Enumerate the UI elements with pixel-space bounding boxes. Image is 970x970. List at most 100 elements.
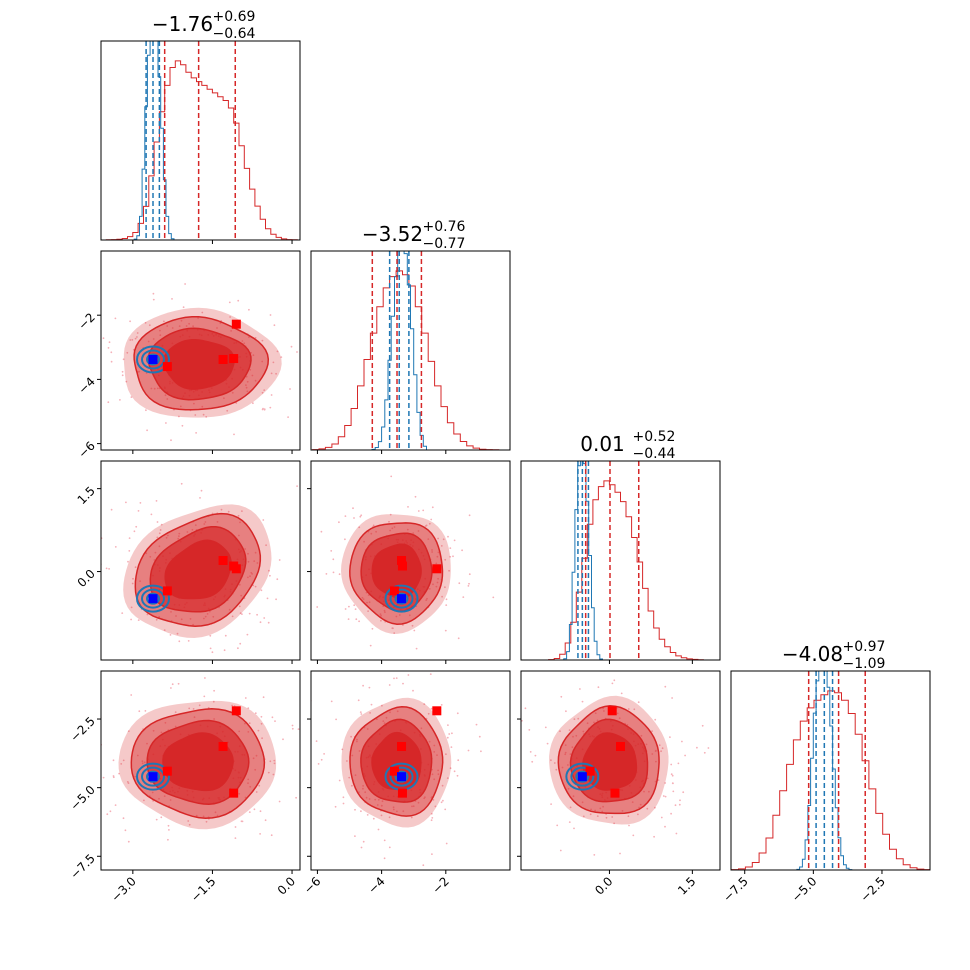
sample-point (135, 525, 138, 528)
sample-point (71, 370, 73, 372)
sample-point (237, 514, 240, 517)
sample-point (254, 379, 257, 382)
y-tick-label: −2.5 (67, 714, 98, 745)
sample-point (364, 791, 367, 794)
title-plus-4: +0.97 (843, 639, 886, 655)
sample-point (211, 651, 214, 654)
sample-point (245, 386, 248, 389)
sample-point (368, 798, 371, 800)
sample-point (259, 810, 262, 813)
sample-point (586, 722, 589, 725)
sample-point (252, 757, 255, 760)
sample-point (358, 526, 361, 529)
sample-point (317, 763, 320, 765)
sample-point (137, 510, 140, 512)
sample-point (244, 548, 247, 550)
sample-point (263, 408, 266, 410)
sample-point (402, 682, 404, 685)
sample-point (428, 740, 431, 743)
x-tick-label: 1.5 (675, 874, 698, 897)
sample-point (129, 339, 132, 341)
sample-point (224, 634, 227, 637)
sample-point (427, 538, 430, 540)
red-marker (610, 788, 620, 798)
sample-point (269, 314, 272, 316)
sample-point (350, 735, 352, 738)
sample-point (383, 857, 386, 860)
sample-point (143, 799, 145, 802)
sample-point (122, 759, 125, 762)
sample-point (290, 345, 293, 348)
sample-point (144, 321, 147, 324)
sample-point (166, 325, 169, 327)
sample-point (534, 754, 537, 757)
sample-point (670, 763, 673, 766)
sample-point (165, 536, 168, 539)
sample-point (681, 740, 683, 743)
sample-point (254, 585, 257, 588)
sample-point (234, 826, 237, 828)
x-tick-label: −1.5 (188, 874, 219, 905)
sample-point (381, 704, 383, 707)
sample-point (407, 506, 409, 508)
red-marker (218, 556, 228, 565)
sample-point (249, 785, 252, 788)
title-median: 0.01 (580, 432, 625, 456)
sample-point (199, 497, 201, 499)
sample-point (360, 846, 363, 849)
sample-point (368, 686, 371, 689)
sample-point (434, 805, 437, 808)
sample-point (440, 801, 443, 804)
sample-point (352, 507, 354, 510)
sample-point (114, 317, 117, 320)
sample-point (660, 816, 663, 819)
sample-point (130, 694, 133, 696)
sample-point (171, 327, 174, 329)
panel-frame (310, 250, 511, 451)
sample-point (468, 514, 471, 517)
sample-point (239, 642, 242, 645)
sample-point (633, 708, 636, 711)
joint-panel-3-2 (310, 460, 511, 661)
sample-point (247, 560, 250, 563)
sample-point (152, 292, 155, 295)
panel-title-3: 0.01 (580, 432, 625, 456)
sample-point (188, 823, 191, 826)
contour-b-3 (394, 770, 409, 783)
sample-point (370, 532, 373, 535)
joint-panel-2-1 (71, 250, 301, 451)
sample-point (164, 394, 167, 397)
sample-point (346, 760, 348, 762)
title-plus-3: +0.52 (633, 429, 676, 445)
red-marker (218, 354, 228, 364)
sample-point (180, 319, 183, 322)
sample-point (206, 613, 209, 615)
sample-point (239, 612, 242, 615)
sample-point (620, 692, 623, 695)
sample-point (148, 324, 151, 327)
sample-point (456, 774, 459, 777)
sample-point (362, 684, 364, 687)
title-minus-4: −1.09 (843, 656, 886, 672)
sample-point (670, 773, 673, 776)
sample-point (195, 432, 198, 434)
sample-point (228, 608, 231, 611)
sample-point (269, 406, 272, 409)
sample-point (175, 615, 177, 617)
sample-point (448, 733, 451, 735)
sample-point (582, 815, 585, 818)
sample-point (573, 718, 576, 720)
sample-point (188, 322, 191, 325)
sample-point (170, 687, 172, 689)
diag-panel-3: 0.01 +0.52−0.44 (520, 429, 721, 661)
sample-point (354, 808, 356, 811)
sample-point (261, 737, 263, 740)
sample-point (435, 585, 438, 588)
sample-point (136, 336, 138, 338)
sample-point (449, 555, 452, 558)
sample-point (556, 824, 559, 827)
sample-point (449, 547, 452, 549)
sample-point (432, 799, 435, 801)
sample-point (180, 618, 183, 621)
joint-panel-4-1 (100, 670, 301, 871)
